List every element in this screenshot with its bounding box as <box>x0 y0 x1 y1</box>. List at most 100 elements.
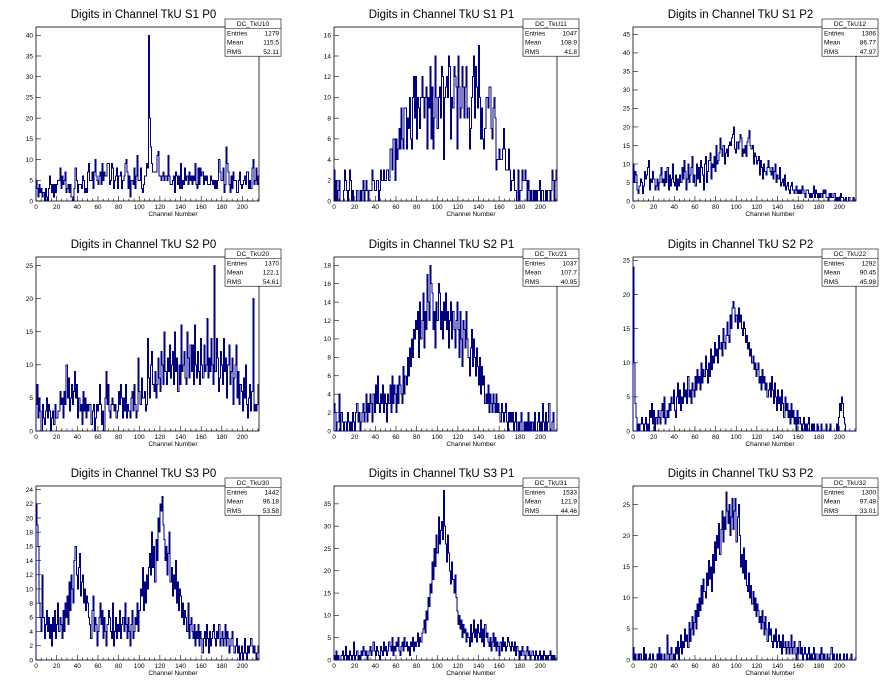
x-tick-label: 60 <box>392 204 400 211</box>
y-tick-label: 18 <box>324 263 332 270</box>
x-tick-label: 80 <box>115 204 123 211</box>
x-axis-label: Channel Number <box>446 211 496 218</box>
x-tick-label: 120 <box>154 663 165 670</box>
x-tick-label: 40 <box>74 204 82 211</box>
x-tick-label: 20 <box>351 204 359 211</box>
x-tick-label: 120 <box>452 434 463 441</box>
chart-title: Digits in Channel TkU S3 P2 <box>668 468 814 480</box>
histogram-panel: Digits in Channel TkU S2 P00 20 40 60 80 100 1… <box>26 239 282 448</box>
stats-label-rms: RMS <box>227 279 242 286</box>
y-tick-label: 12 <box>26 572 34 579</box>
x-tick-label: 100 <box>731 663 742 670</box>
x-tick-label: 40 <box>671 204 679 211</box>
stats-histogram-name: DC_TkU21 <box>535 251 568 258</box>
stats-label-rms: RMS <box>227 49 242 56</box>
stats-value-entries: 1306 <box>862 30 877 37</box>
y-tick-label: 15 <box>623 326 631 333</box>
x-tick-label: 180 <box>216 204 227 211</box>
x-tick-label: 20 <box>53 663 61 670</box>
x-tick-label: 180 <box>813 204 824 211</box>
stats-label-rms: RMS <box>824 508 839 515</box>
y-tick-label: 8 <box>29 600 33 607</box>
chart-title: Digits in Channel TkU S1 P1 <box>369 9 515 21</box>
stats-box-frame <box>821 18 879 57</box>
stats-value-entries: 1300 <box>862 489 877 496</box>
y-tick-label: 10 <box>26 362 34 369</box>
x-tick-label: 180 <box>514 663 525 670</box>
stats-label-entries: Entries <box>824 489 845 496</box>
x-tick-label: 120 <box>452 663 463 670</box>
x-tick-label: 160 <box>494 434 505 441</box>
stats-value-rms: 47.97 <box>860 49 877 56</box>
x-tick-label: 60 <box>691 204 699 211</box>
x-tick-label: 80 <box>413 434 421 441</box>
x-tick-label: 100 <box>134 204 145 211</box>
y-tick-label: 5 <box>29 178 33 185</box>
x-axis-label: Channel Number <box>148 211 198 218</box>
y-tick-label: 6 <box>327 136 331 143</box>
x-tick-label: 120 <box>452 204 463 211</box>
y-tick-label: 16 <box>26 544 34 551</box>
x-tick-label: 80 <box>712 663 720 670</box>
x-tick-label: 0 <box>631 663 635 670</box>
x-tick-label: 140 <box>772 663 783 670</box>
y-tick-label: 14 <box>324 53 332 60</box>
stats-label-mean: Mean <box>525 499 542 506</box>
stats-box: DC_TkU31 Entries 1533 Mean 121.9 RMS 44.46 <box>522 477 580 516</box>
y-tick-label: 30 <box>26 74 34 81</box>
chart-title: Digits in Channel TkU S2 P2 <box>668 239 814 251</box>
x-tick-label: 160 <box>196 663 207 670</box>
stats-value-mean: 108.9 <box>561 40 578 47</box>
x-tick-label: 100 <box>432 434 443 441</box>
y-tick-label: 0 <box>327 657 331 664</box>
stats-label-mean: Mean <box>824 270 841 277</box>
histogram-line <box>333 264 557 432</box>
stats-value-entries: 1533 <box>563 489 578 496</box>
plot-frame <box>35 26 260 202</box>
stats-value-entries: 1047 <box>563 30 578 37</box>
y-tick-label: 20 <box>26 296 34 303</box>
y-tick-label: 22 <box>26 501 34 508</box>
x-axis-label: Channel Number <box>148 670 198 677</box>
y-tick-label: 12 <box>324 74 332 81</box>
x-tick-label: 120 <box>751 434 762 441</box>
x-tick-label: 140 <box>175 663 186 670</box>
y-tick-label: 4 <box>327 157 331 164</box>
stats-box-frame <box>821 248 879 287</box>
stats-label-mean: Mean <box>227 40 244 47</box>
stats-histogram-name: DC_TkU22 <box>834 251 867 258</box>
stats-label-entries: Entries <box>525 260 546 267</box>
y-tick-label: 25 <box>623 258 631 265</box>
stats-box-frame <box>522 248 580 287</box>
y-tick-label: 10 <box>623 161 631 168</box>
x-tick-label: 80 <box>712 434 720 441</box>
y-tick-label: 45 <box>623 32 631 39</box>
plot-frame <box>333 485 558 661</box>
y-tick-label: 20 <box>26 515 34 522</box>
stats-value-rms: 40.95 <box>561 279 578 286</box>
x-tick-label: 0 <box>34 434 38 441</box>
x-tick-label: 0 <box>631 204 635 211</box>
x-tick-label: 200 <box>237 434 248 441</box>
x-tick-label: 160 <box>793 434 804 441</box>
stats-label-entries: Entries <box>227 260 248 267</box>
stats-value-mean: 90.45 <box>860 270 877 277</box>
stats-value-entries: 1442 <box>265 489 280 496</box>
stats-box: DC_TkU10 Entries 1279 Mean 115.5 RMS 52.11 <box>224 18 282 57</box>
x-tick-label: 40 <box>671 663 679 670</box>
y-tick-label: 15 <box>26 136 34 143</box>
stats-histogram-name: DC_TkU31 <box>535 480 568 487</box>
y-tick-label: 10 <box>324 95 332 102</box>
x-tick-label: 140 <box>473 663 484 670</box>
x-tick-label: 160 <box>793 204 804 211</box>
histogram-line <box>632 126 856 202</box>
y-tick-label: 10 <box>324 613 332 620</box>
x-tick-label: 100 <box>731 434 742 441</box>
x-tick-label: 100 <box>731 204 742 211</box>
y-tick-label: 35 <box>623 69 631 76</box>
x-axis-label: Channel Number <box>745 211 795 218</box>
histogram-panel: Digits in Channel TkU S1 P10 20 40 60 80 100 1… <box>324 9 580 218</box>
x-tick-label: 60 <box>392 434 400 441</box>
y-tick-label: 25 <box>26 263 34 270</box>
y-tick-label: 5 <box>626 626 630 633</box>
